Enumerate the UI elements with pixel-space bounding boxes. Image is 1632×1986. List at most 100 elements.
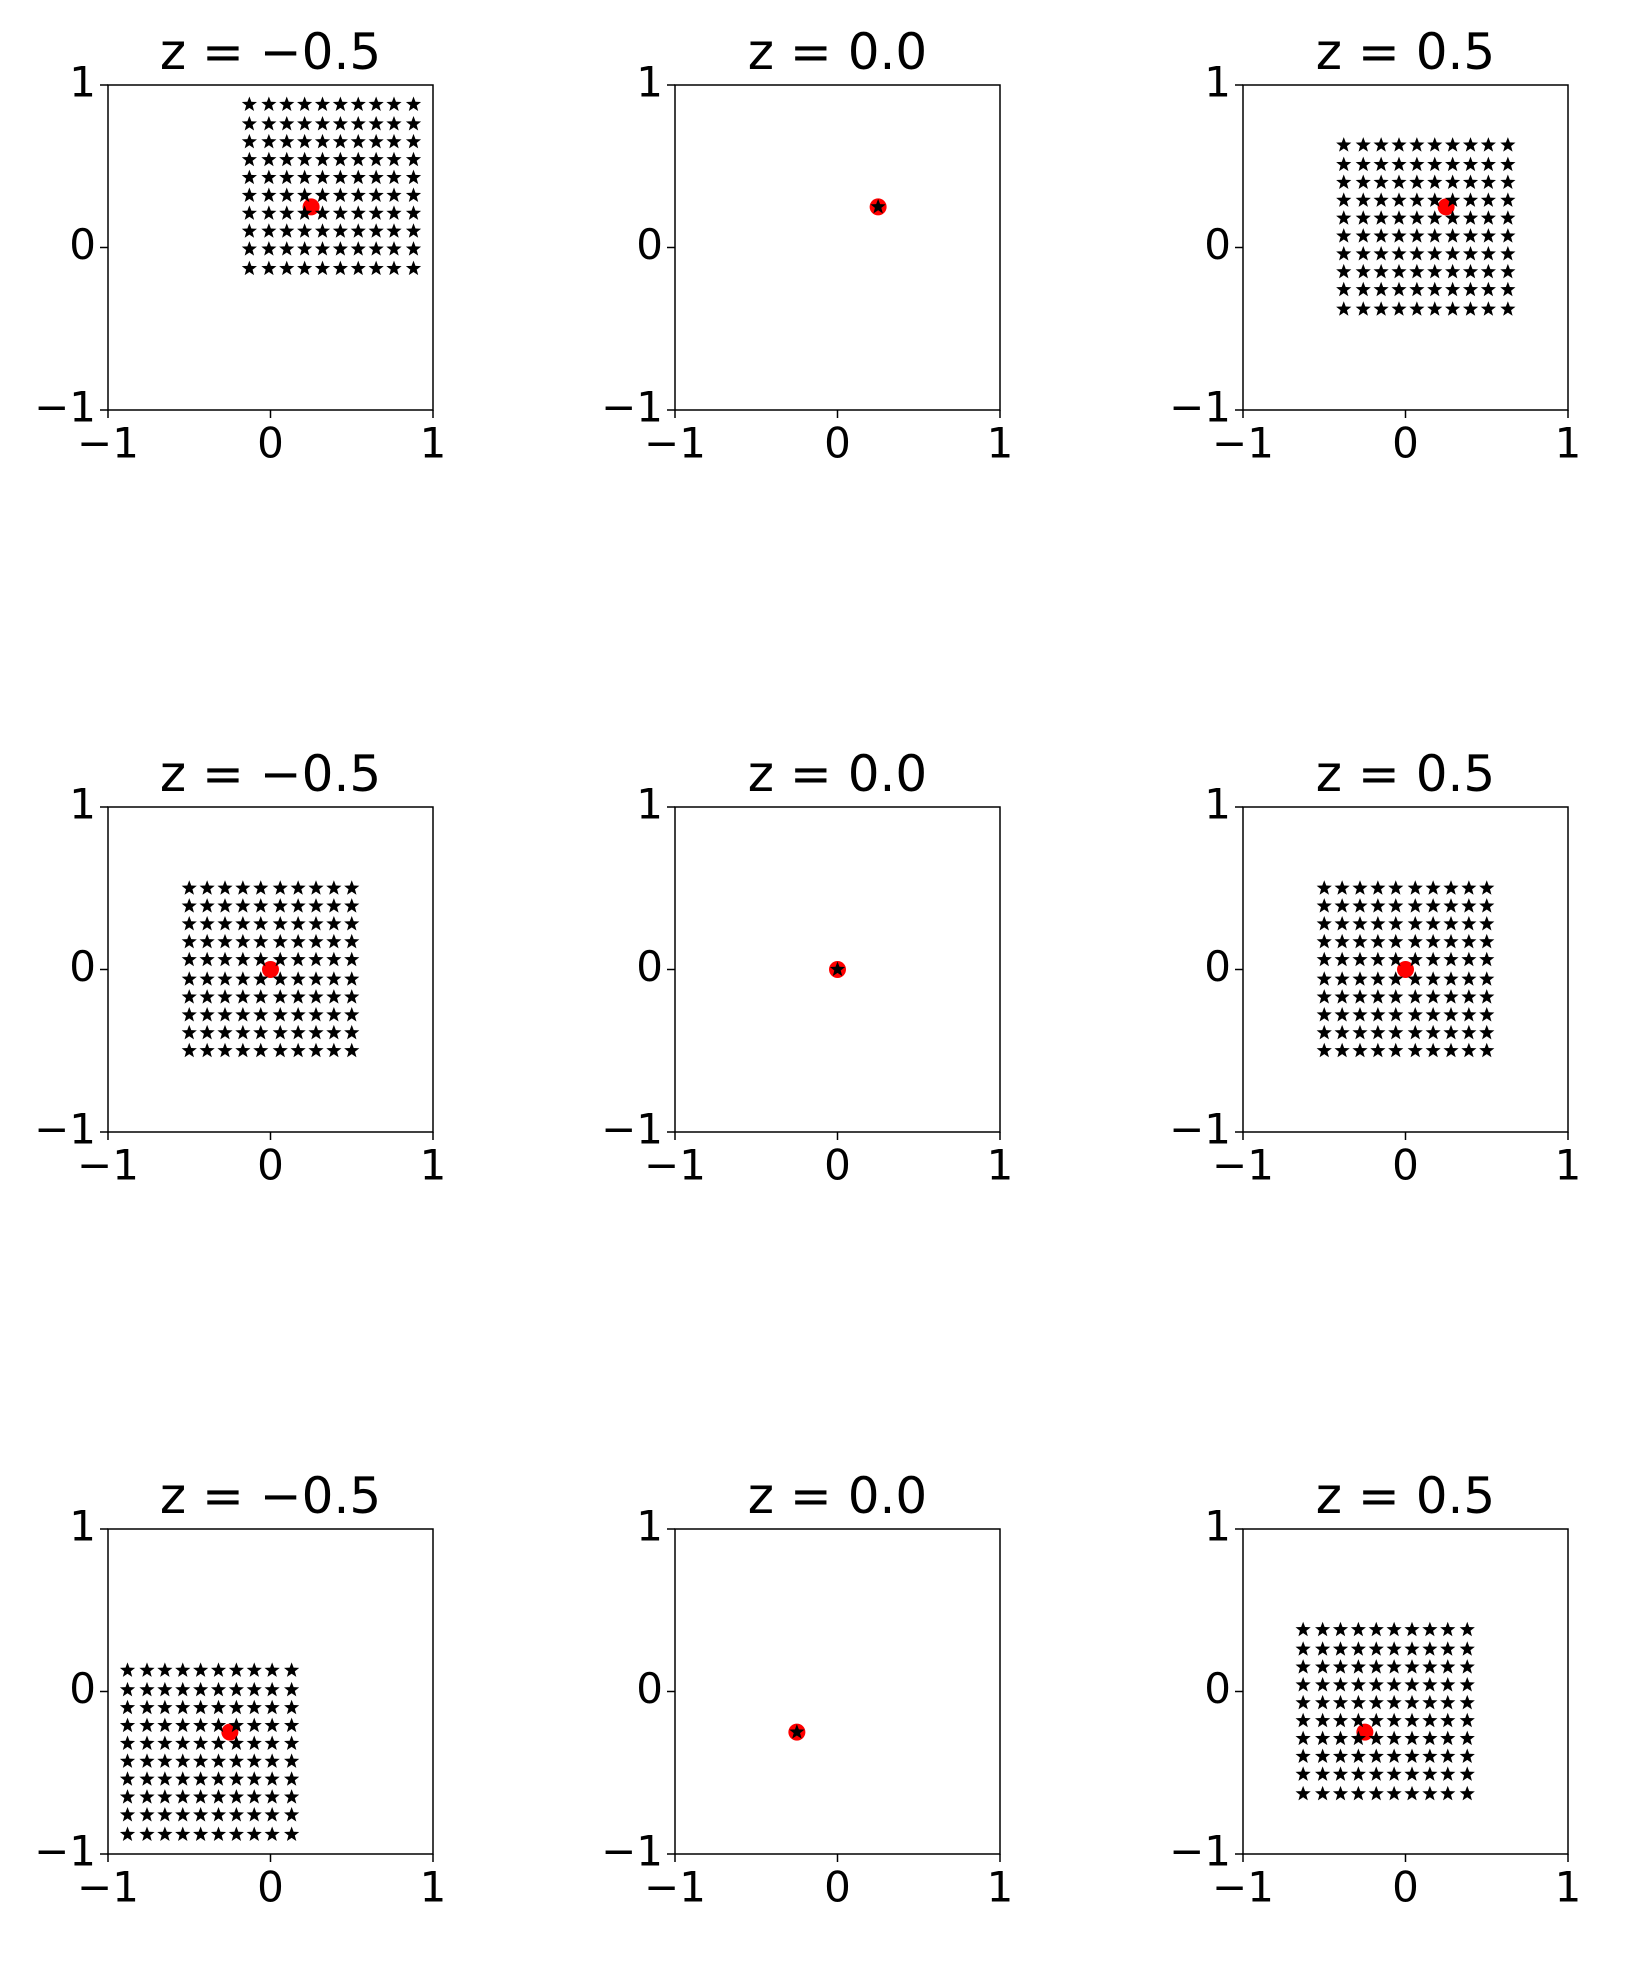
star-point [1425,1042,1441,1058]
subplot: z = 0.0 −1 0 1 −1 0 1 [601,1467,1013,1912]
x-tick-label: −1 [77,419,139,468]
star-point [119,1753,136,1768]
star-point [253,989,269,1004]
star-point [217,916,233,931]
star-point [1391,263,1407,279]
star-point [1480,263,1496,279]
star-point [1461,1042,1477,1058]
star-point [1409,137,1425,152]
star-point [1425,951,1441,967]
star-point [1388,951,1404,967]
star-point [139,1717,155,1733]
star-point [368,96,384,111]
star-point [175,1789,191,1804]
star-point [1404,1677,1420,1692]
star-point [1409,174,1425,189]
subplot: z = 0.0 −1 0 1 −1 0 1 [601,23,1013,468]
star-point [405,169,422,185]
star-point [1443,1042,1459,1058]
star-point [1386,1766,1402,1781]
star-point [326,989,342,1004]
star-point [1443,1007,1459,1022]
star-point [350,223,366,238]
star-point [290,916,306,931]
star-point [210,1753,227,1768]
star-point [279,260,295,276]
star-point [1461,933,1477,949]
y-tick-label: −1 [601,383,663,432]
star-point [264,1662,280,1677]
star-point [1370,1042,1386,1058]
star-point [181,951,197,967]
star-point [1368,1659,1384,1674]
star-point [235,880,251,895]
y-tick-label: 1 [636,58,663,107]
star-point [119,1681,136,1697]
star-point [241,169,257,185]
star-point [261,151,277,167]
star-point [272,989,288,1004]
star-point [350,133,366,149]
star-point [1386,1677,1402,1692]
star-point [235,1007,251,1022]
star-point [326,951,342,967]
star-point [272,1007,288,1022]
star-point [1440,1766,1456,1781]
star-point [1352,951,1368,967]
star-point [1479,951,1495,967]
star-point [1370,971,1386,986]
star-point [279,205,295,220]
star-point [1479,880,1495,895]
star-point [279,151,295,167]
star-point [1370,951,1386,967]
star-point [1336,246,1352,261]
subplot-title: z = −0.5 [160,1467,381,1525]
star-point [1386,1694,1402,1710]
star-point [297,205,313,220]
star-point [1332,1694,1349,1710]
star-point [350,116,366,131]
star-point [241,96,257,111]
star-point [261,96,277,111]
star-point [175,1735,191,1750]
star-point [326,1024,342,1040]
star-point [1427,263,1443,279]
star-point [308,1042,324,1058]
star-point [217,880,233,895]
star-point [326,916,342,931]
star-point [308,933,324,949]
x-tick-label: 1 [420,1863,447,1912]
star-point [332,187,348,202]
star-point [1443,898,1459,913]
star-point [1500,210,1516,225]
subplot: z = 0.5 −1 0 1 −1 0 1 [1169,1467,1581,1912]
star-point [217,1042,233,1058]
star-point [272,1042,288,1058]
star-point [1370,933,1386,949]
star-point [139,1826,155,1841]
star-point [1480,210,1496,225]
star-point [253,971,269,986]
star-point [1295,1659,1311,1674]
star-point [157,1662,173,1677]
star-point [1316,898,1332,913]
star-point [350,205,366,220]
star-point [217,971,233,986]
star-point [1427,174,1443,189]
star-point [1336,156,1352,172]
x-tick-label: 0 [257,1863,284,1912]
star-point [193,1807,209,1822]
star-point [246,1681,262,1697]
subplot-title: z = −0.5 [160,23,381,81]
star-point [1479,1042,1495,1058]
star-point [290,933,306,949]
star-point [261,116,277,131]
star-point [246,1753,262,1768]
star-point [368,116,384,131]
star-point [405,133,422,149]
star-point [175,1771,191,1786]
x-tick-label: 1 [420,419,447,468]
subplot-title: z = −0.5 [160,745,381,803]
star-point [1315,1766,1331,1781]
star-point [210,1717,227,1733]
